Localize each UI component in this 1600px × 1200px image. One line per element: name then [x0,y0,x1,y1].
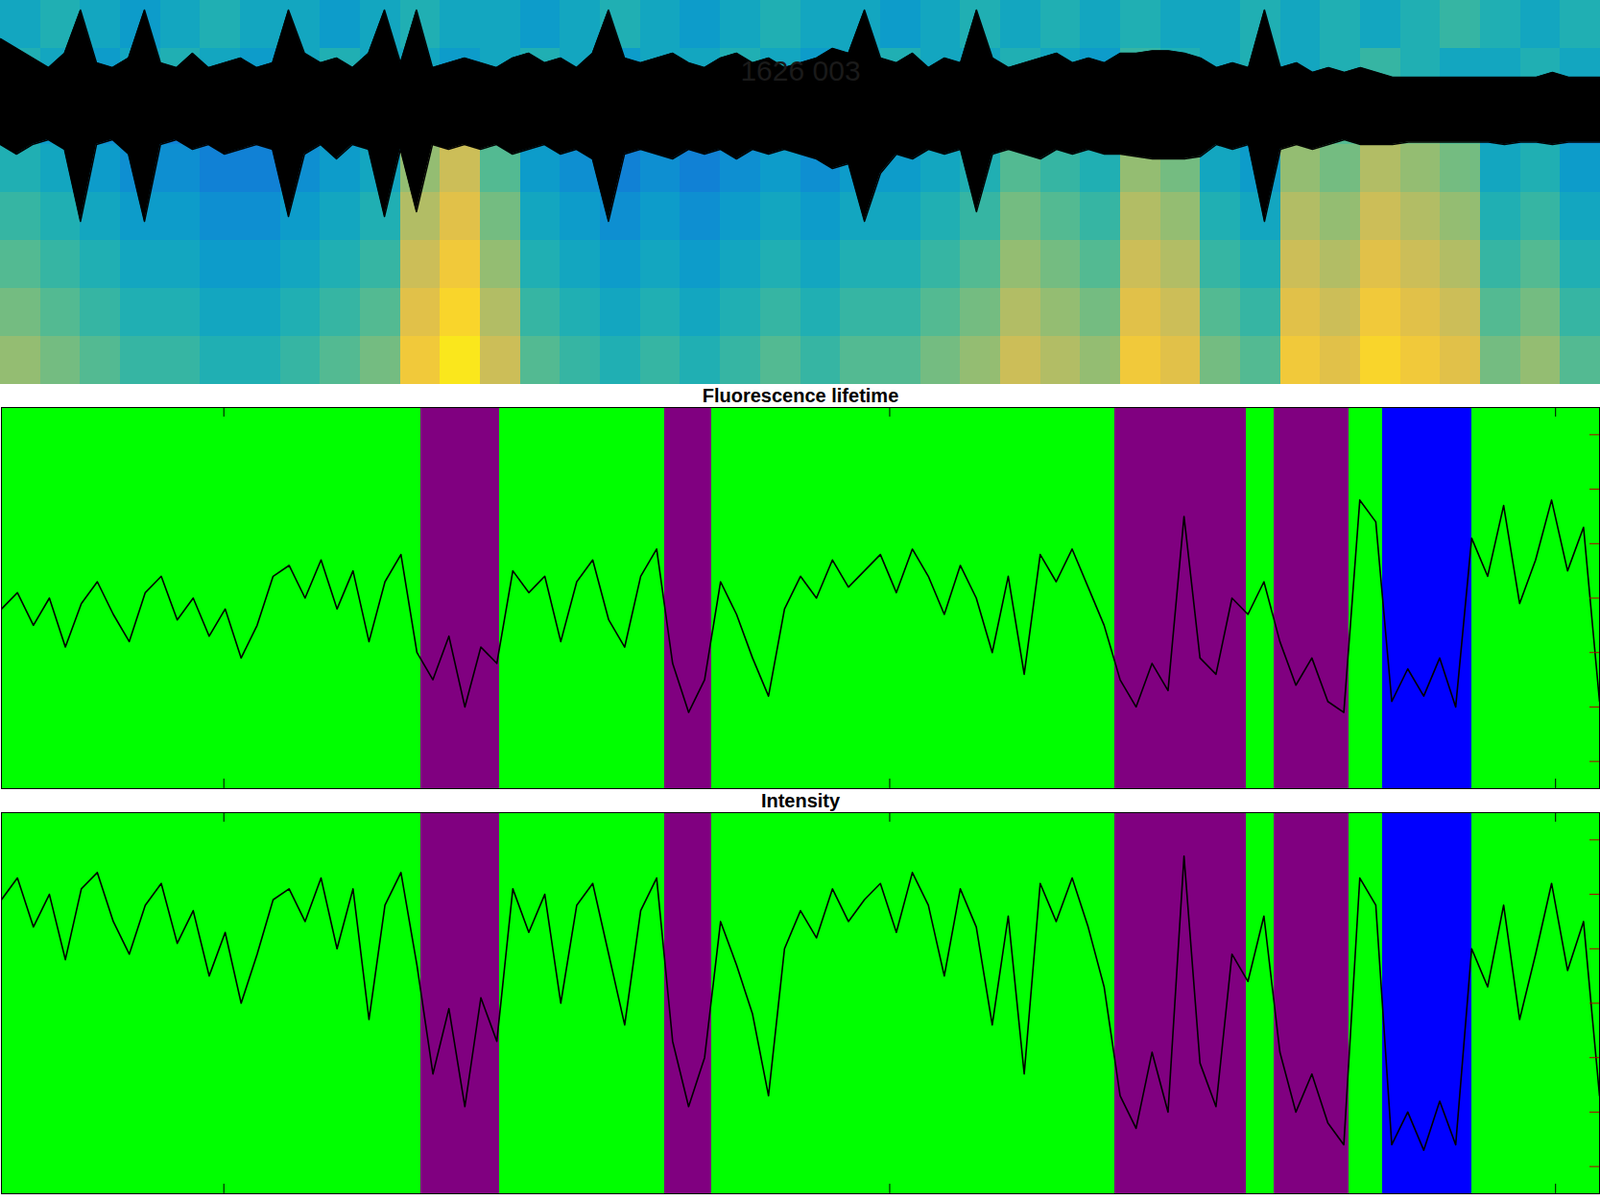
svg-text:1626 003: 1626 003 [740,54,860,87]
svg-text:Intensity: Intensity [761,789,841,812]
svg-text:Fluorescence lifetime: Fluorescence lifetime [702,384,900,406]
